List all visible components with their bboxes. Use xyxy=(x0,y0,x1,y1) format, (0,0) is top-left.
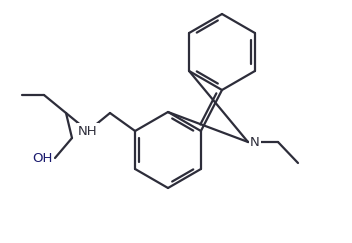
Text: OH: OH xyxy=(33,151,53,165)
Text: NH: NH xyxy=(78,124,98,138)
Text: N: N xyxy=(250,136,260,148)
